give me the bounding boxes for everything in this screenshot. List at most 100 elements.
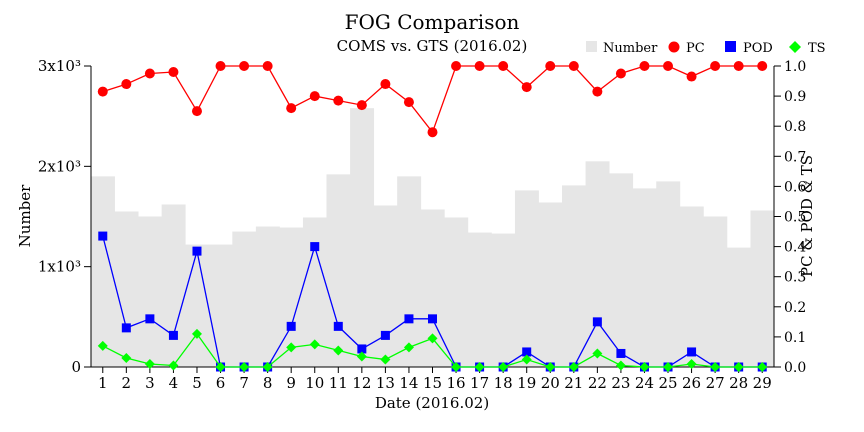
bar-day-23 [609, 173, 634, 367]
x-tick-label: 14 [399, 374, 418, 392]
legend-label-number: Number [603, 41, 658, 56]
legend-label-ts: TS [808, 41, 826, 56]
point-pc-day-6 [215, 61, 226, 71]
bar-day-27 [703, 216, 728, 367]
point-pc-day-18 [498, 61, 509, 71]
x-tick-label: 29 [753, 374, 772, 392]
bar-day-5 [185, 244, 210, 367]
x-tick-label: 10 [305, 374, 324, 392]
x-tick-label: 16 [447, 374, 466, 392]
x-tick-label: 6 [216, 374, 226, 392]
point-pc-day-24 [639, 61, 650, 71]
point-pod-day-2 [121, 323, 131, 333]
point-pc-day-23 [615, 68, 626, 79]
point-pc-day-7 [239, 61, 250, 71]
x-tick-label: 24 [635, 374, 654, 392]
x-tick-label: 17 [470, 374, 489, 392]
y2-tick-label: 0.2 [784, 300, 806, 316]
point-pc-day-28 [733, 61, 744, 71]
point-ts-day-19 [521, 354, 532, 365]
y-axis-label: Number [16, 184, 34, 247]
point-ts-day-14 [403, 342, 414, 353]
bar-day-11 [326, 174, 351, 367]
point-ts-day-26 [686, 358, 697, 369]
bar-day-28 [726, 247, 751, 367]
bar-day-1 [91, 176, 115, 367]
point-ts-day-3 [144, 358, 155, 369]
point-pc-day-20 [545, 61, 556, 71]
bar-day-4 [161, 204, 186, 367]
point-pc-day-4 [168, 67, 179, 78]
point-ts-day-23 [615, 360, 626, 371]
y-tick-label: 0 [71, 358, 81, 376]
x-axis-label: Date (2016.02) [375, 394, 489, 412]
point-ts-day-12 [356, 351, 367, 362]
y-tick-label: 2x10³ [38, 157, 81, 175]
point-ts-day-8 [262, 362, 273, 372]
point-pc-day-3 [144, 68, 155, 79]
y2-tick-label: 0.1 [784, 330, 806, 346]
bar-day-19 [514, 190, 539, 367]
point-ts-day-9 [286, 342, 297, 353]
bar-day-21 [562, 185, 586, 367]
point-pc-day-2 [121, 79, 132, 90]
point-pc-day-12 [356, 100, 367, 111]
point-ts-day-10 [309, 339, 320, 350]
point-ts-day-25 [663, 362, 674, 372]
point-ts-day-15 [427, 333, 438, 344]
point-pc-day-13 [380, 79, 391, 90]
bar-day-26 [679, 206, 704, 367]
point-pod-day-14 [404, 314, 414, 324]
legend-swatch-ts [789, 41, 801, 53]
point-pc-day-11 [333, 95, 344, 106]
x-tick-label: 18 [494, 374, 513, 392]
point-pc-day-19 [521, 82, 532, 93]
point-pc-day-15 [427, 127, 438, 138]
point-ts-day-28 [733, 362, 744, 372]
point-ts-day-1 [97, 340, 108, 351]
x-tick-label: 9 [286, 374, 296, 392]
bar-day-13 [373, 205, 398, 367]
point-pc-day-29 [757, 61, 768, 71]
point-ts-day-4 [168, 360, 179, 371]
x-tick-label: 20 [541, 374, 560, 392]
x-tick-label: 8 [263, 374, 273, 392]
bar-day-14 [397, 176, 422, 367]
legend: Number PC POD TS [586, 41, 826, 56]
x-tick-label: 11 [329, 374, 348, 392]
x-tick-label: 28 [729, 374, 748, 392]
point-ts-day-17 [474, 362, 485, 372]
point-ts-day-24 [639, 362, 650, 372]
x-tick-label: 1 [98, 374, 108, 392]
point-pod-day-11 [333, 321, 343, 331]
bar-day-16 [444, 217, 469, 367]
point-pod-day-4 [168, 330, 178, 340]
point-ts-day-27 [710, 362, 721, 372]
bars-number [91, 108, 775, 367]
point-pod-day-9 [286, 321, 296, 331]
point-ts-day-2 [121, 352, 132, 363]
bar-day-29 [750, 210, 775, 367]
bar-day-22 [585, 161, 610, 367]
point-pc-day-17 [474, 61, 485, 71]
point-ts-day-7 [239, 362, 250, 372]
point-pod-day-10 [310, 242, 320, 252]
x-tick-label: 15 [423, 374, 442, 392]
point-ts-day-11 [333, 345, 344, 356]
point-ts-day-13 [380, 354, 391, 365]
point-pc-day-26 [686, 71, 697, 82]
line-series [97, 61, 768, 372]
point-pc-day-22 [592, 86, 603, 97]
x-tick-label: 23 [611, 374, 630, 392]
legend-swatch-pod [725, 41, 736, 52]
y2-tick-label: 0.9 [784, 89, 806, 105]
point-ts-day-18 [498, 362, 509, 372]
y2-tick-label: 0.6 [784, 179, 806, 195]
point-pc-day-25 [663, 61, 674, 71]
point-pc-day-27 [710, 61, 721, 71]
bar-day-12 [350, 108, 375, 367]
y2-tick-label: 0.3 [784, 270, 806, 286]
y-ticks-right: 0.0 0.1 0.2 0.3 0.4 0.5 0.6 0.7 0.8 0.9 1.0 [774, 59, 806, 376]
y2-tick-label: 0.7 [784, 149, 806, 165]
y2-tick-label: 0.0 [784, 360, 806, 376]
